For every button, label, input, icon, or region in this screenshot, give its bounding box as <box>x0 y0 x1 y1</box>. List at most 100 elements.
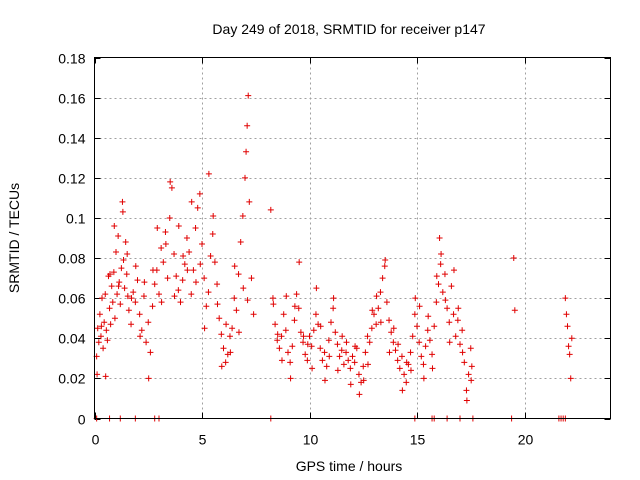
y-tick-label: 0.06 <box>58 291 85 307</box>
data-point <box>123 271 130 278</box>
data-point <box>117 301 124 308</box>
data-point <box>231 295 238 302</box>
data-point <box>383 299 390 306</box>
data-point <box>97 333 104 340</box>
data-point <box>418 353 425 360</box>
data-point <box>94 325 101 332</box>
y-tick-labels: 0 0.02 0.04 0.06 0.08 0.1 0.12 0.14 0.16 0.18 <box>58 51 85 428</box>
data-point <box>201 275 208 282</box>
data-point <box>289 343 296 350</box>
data-point <box>438 251 445 258</box>
data-point <box>280 311 287 318</box>
data-point <box>414 323 420 330</box>
data-point <box>115 283 122 290</box>
data-point <box>111 315 118 322</box>
data-points <box>93 92 575 422</box>
plot-frame <box>94 57 611 419</box>
data-point <box>192 279 199 286</box>
data-point <box>188 198 195 205</box>
y-tick-label: 0 <box>78 412 86 428</box>
data-point <box>461 359 468 366</box>
data-point <box>328 319 334 326</box>
x-tick-label: 15 <box>410 432 426 448</box>
data-point <box>317 345 324 352</box>
data-point <box>145 319 152 326</box>
data-point <box>274 337 281 344</box>
data-point <box>364 333 371 340</box>
data-point <box>467 345 474 352</box>
data-point <box>205 170 212 177</box>
data-point <box>179 277 186 284</box>
data-point <box>436 235 443 241</box>
data-point <box>300 333 307 340</box>
data-point <box>452 333 459 340</box>
data-point <box>394 357 401 364</box>
data-point <box>124 251 131 258</box>
data-point <box>149 267 156 274</box>
data-point <box>106 305 113 312</box>
data-point <box>347 365 354 372</box>
data-point <box>156 291 162 298</box>
data-point <box>282 327 289 334</box>
data-point <box>416 303 423 310</box>
data-point <box>138 327 145 334</box>
data-point <box>106 271 113 278</box>
data-point <box>107 321 114 328</box>
data-point <box>304 357 311 364</box>
data-point <box>128 295 135 302</box>
data-point <box>360 363 367 370</box>
data-point <box>308 343 315 350</box>
data-point <box>312 311 319 318</box>
data-point <box>343 349 350 356</box>
data-point <box>99 295 106 302</box>
data-point <box>122 239 129 246</box>
data-point <box>151 281 158 288</box>
data-point <box>285 349 291 356</box>
data-point <box>102 373 109 380</box>
data-point <box>291 303 298 310</box>
data-point <box>390 325 397 332</box>
data-point <box>407 349 414 356</box>
data-point <box>446 339 453 346</box>
data-point <box>442 297 449 304</box>
data-point <box>143 339 150 346</box>
data-point <box>568 335 575 342</box>
data-point <box>140 293 147 300</box>
data-point <box>352 343 359 350</box>
data-point <box>205 289 212 296</box>
y-tick-label: 0.14 <box>58 131 85 147</box>
data-point <box>564 323 571 330</box>
data-point <box>437 261 444 268</box>
data-point <box>343 339 350 346</box>
data-point <box>325 337 332 344</box>
data-point <box>211 259 218 266</box>
data-point <box>388 329 395 336</box>
data-point <box>407 367 414 374</box>
data-point <box>231 263 238 270</box>
y-tick-label: 0.12 <box>58 171 85 187</box>
data-point <box>125 307 132 314</box>
data-point <box>108 283 115 290</box>
data-point <box>183 235 190 241</box>
data-point <box>510 255 517 262</box>
data-point <box>291 317 298 324</box>
data-point <box>304 341 311 348</box>
data-point <box>218 331 225 338</box>
data-point <box>223 321 230 328</box>
data-point <box>459 327 466 334</box>
data-point <box>382 257 389 264</box>
data-point <box>340 361 347 368</box>
data-point <box>162 228 169 235</box>
data-point <box>120 257 127 264</box>
y-tick-label: 0.18 <box>58 51 85 67</box>
x-tick-label: 5 <box>199 432 207 448</box>
data-point <box>270 301 277 308</box>
data-point <box>349 353 356 360</box>
data-point <box>197 261 204 268</box>
data-point <box>96 311 103 318</box>
data-point <box>416 339 423 346</box>
data-point <box>563 311 570 318</box>
data-point <box>332 329 339 336</box>
data-point <box>130 289 137 296</box>
data-point <box>457 341 463 348</box>
